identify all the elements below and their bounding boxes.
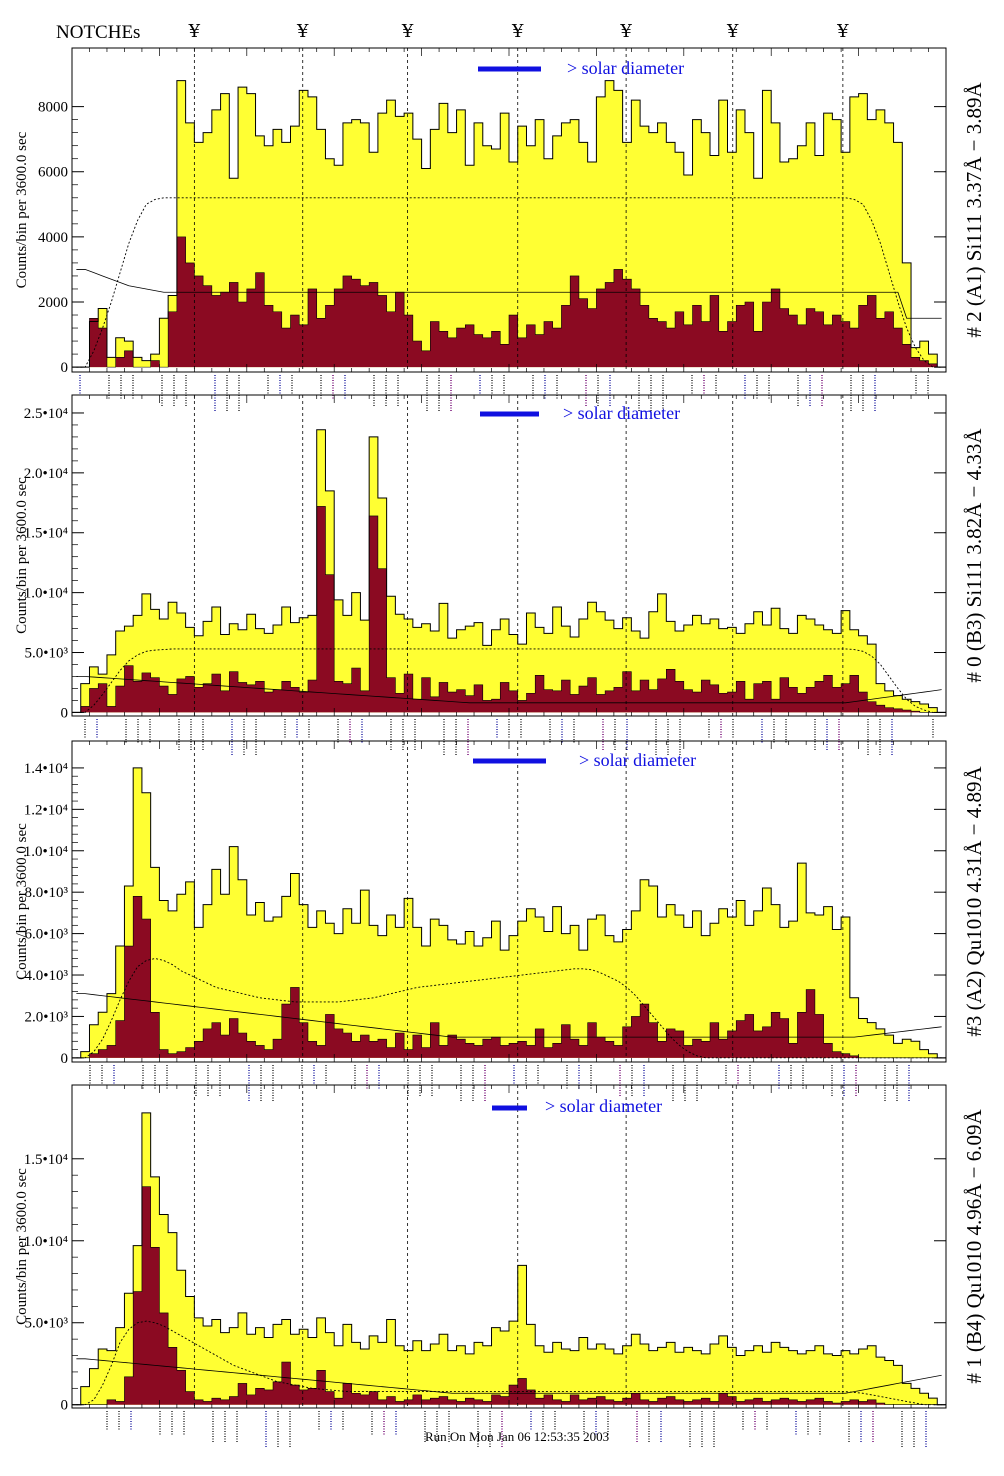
y-axis-label: Counts/bin per 3600.0 sec [14, 477, 30, 634]
legend-label: > solar diameter [567, 58, 684, 78]
total-counts-fill [72, 1112, 946, 1405]
subset-counts-fill [72, 236, 946, 368]
y-tick-label: 0 [61, 1051, 69, 1067]
total-counts-fill [72, 429, 946, 713]
background-line [76, 269, 942, 319]
y-tick-label: 1.0•10⁴ [24, 586, 68, 602]
y-tick-label: 5.0•10³ [25, 1316, 69, 1332]
model-dotted-line [76, 1320, 942, 1406]
notches-label: NOTCHEs [56, 22, 140, 43]
y-tick-label: 0 [61, 705, 69, 721]
y-tick-label: 6000 [38, 165, 68, 181]
y-tick-label: 2.5•10⁴ [24, 406, 68, 422]
y-tick-label: 1.0•10⁴ [24, 1234, 68, 1250]
y-tick-label: 2000 [38, 295, 68, 311]
panel-right-label: #3 (A2) Qu1010 4.31Å − 4.89Å [962, 766, 986, 1037]
subset-counts-outline [72, 896, 946, 1059]
legend-label: > solar diameter [545, 1096, 662, 1116]
y-tick-label: 8000 [38, 100, 68, 116]
background-line [76, 676, 942, 704]
run-footer: Run On Mon Jan 06 12:53:35 2003 [425, 1429, 609, 1444]
legend-label: > solar diameter [563, 403, 680, 423]
total-counts-outline [72, 429, 946, 713]
background-line [76, 993, 942, 1038]
y-tick-label: 5.0•10³ [25, 646, 69, 662]
y-tick-label: 0 [61, 360, 69, 376]
spectrum-panel-2: 0 5.0•10³ 1.0•10⁴ 1.5•10⁴ 2.0•10⁴ 2.5•10⁴ Coun… [14, 394, 986, 756]
y-tick-label: 6.0•10³ [25, 927, 69, 943]
notch-marker: ¥ [188, 21, 201, 42]
background-line [76, 1358, 942, 1394]
notch-marker: ¥ [619, 21, 632, 42]
subset-counts-fill [72, 896, 946, 1058]
subset-counts-outline [72, 1186, 946, 1406]
notch-marker: ¥ [726, 21, 739, 42]
notch-marker: ¥ [836, 21, 849, 42]
y-tick-label: 4.0•10³ [25, 968, 69, 984]
y-tick-label: 0 [61, 1398, 69, 1414]
y-tick-label: 1.5•10⁴ [24, 526, 68, 542]
y-tick-label: 2.0•10⁴ [24, 466, 68, 482]
notch-marker: ¥ [401, 21, 414, 42]
y-axis-label: Counts/bin per 3600.0 sec [14, 823, 30, 980]
y-axis-label: Counts/bin per 3600.0 sec [14, 131, 30, 288]
legend-label: > solar diameter [579, 750, 696, 770]
line-annotations [106, 1411, 927, 1448]
notch-marker: ¥ [511, 21, 524, 42]
panel-right-label: # 1 (B4) Qu1010 4.96Å − 6.09Å [962, 1109, 986, 1384]
total-counts-fill [72, 767, 946, 1058]
total-counts-outline [72, 80, 946, 368]
notch-marks: ¥ ¥ ¥ ¥ ¥ ¥ ¥ [188, 21, 850, 42]
panels: 0 2000 4000 6000 8000 Counts/bin per 3600.0 s… [14, 47, 986, 1448]
y-tick-label: 4000 [38, 230, 68, 246]
y-tick-label: 1.0•10⁴ [24, 844, 68, 860]
subset-counts-outline [72, 506, 946, 713]
line-annotations [79, 375, 929, 412]
line-annotations [89, 1065, 910, 1102]
y-tick-label: 8.0•10³ [25, 885, 69, 901]
notch-marker: ¥ [296, 21, 309, 42]
subset-counts-fill [72, 1186, 946, 1405]
spectrum-panel-3: 0 2.0•10³ 4.0•10³ 6.0•10³ 8.0•10³ 1.0•10⁴ 1.2•… [14, 740, 986, 1102]
y-tick-label: 1.5•10⁴ [24, 1152, 68, 1168]
y-tick-label: 1.2•10⁴ [24, 802, 68, 818]
total-counts-outline [72, 1112, 946, 1406]
total-counts-outline [72, 767, 946, 1059]
y-tick-label: 2.0•10³ [25, 1009, 69, 1025]
model-dotted-line [76, 957, 942, 1059]
y-tick-label: 1.4•10⁴ [24, 761, 68, 777]
panel-right-label: # 0 (B3) Si111 3.82Å − 4.33Å [962, 428, 986, 683]
panel-right-label: # 2 (A1) Si111 3.37Å − 3.89Å [962, 82, 986, 338]
spectrum-panel-1: 0 2000 4000 6000 8000 Counts/bin per 3600.0 s… [14, 47, 986, 412]
y-axis-label: Counts/bin per 3600.0 sec [14, 1168, 30, 1325]
line-annotations [84, 719, 934, 756]
